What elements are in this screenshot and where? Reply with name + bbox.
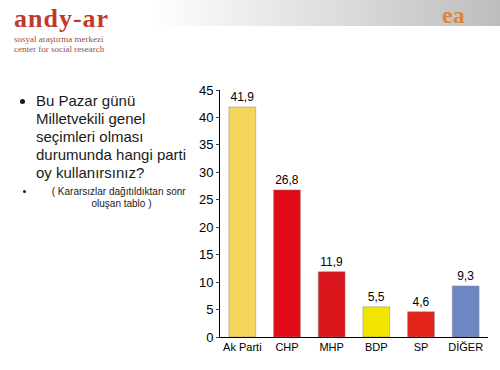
svg-text:Ak Parti: Ak Parti [223,341,262,353]
svg-text:15: 15 [199,247,213,262]
svg-text:45: 45 [199,83,213,98]
svg-text:30: 30 [199,165,213,180]
html-text:andy-ar: andy-ar [14,4,110,33]
html-text:ea: ea [442,2,465,28]
html-text:center for social research: center for social research [14,44,105,54]
svg-text:0: 0 [206,330,213,345]
svg-text:MHP: MHP [319,341,343,353]
svg-text:BDP: BDP [365,341,388,353]
svg-text:5,5: 5,5 [368,290,385,304]
svg-text:5: 5 [206,302,213,317]
html-text:sosyal araştırma merkezi: sosyal araştırma merkezi [14,34,104,44]
svg-text:26,8: 26,8 [275,173,299,187]
html-text:Bu Pazar günü Milletvekili gen: Bu Pazar günü Milletvekili genel seçimle… [36,92,202,181]
svg-text:41,9: 41,9 [230,90,254,104]
svg-text:35: 35 [199,137,213,152]
svg-text:11,9: 11,9 [320,255,343,269]
svg-text:10: 10 [199,275,213,290]
svg-text:25: 25 [199,192,213,207]
svg-text:40: 40 [199,110,213,125]
svg-text:20: 20 [199,220,213,235]
svg-text:4,6: 4,6 [412,295,429,309]
svg-text:9,3: 9,3 [457,269,474,283]
svg-text:SP: SP [414,341,429,353]
html-text:( Kararsızlar dağıtıldıktan so: ( Kararsızlar dağıtıldıktan sonra oluşan… [51,186,192,209]
svg-text:DİĞER: DİĞER [448,341,483,353]
svg-text:CHP: CHP [275,341,298,353]
